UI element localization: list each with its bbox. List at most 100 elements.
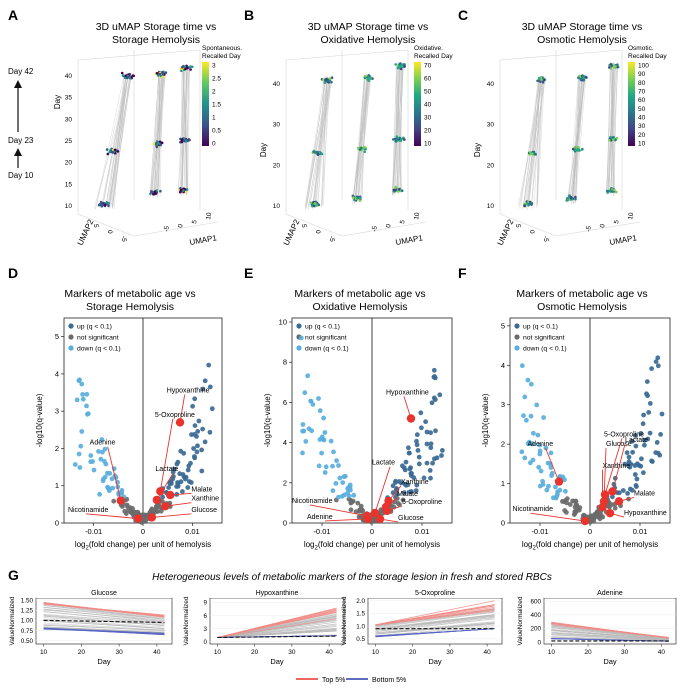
marker-label: Adenine — [528, 441, 554, 448]
bundle-line — [217, 630, 337, 638]
volcano-point — [600, 514, 606, 520]
trajectory-line — [305, 76, 328, 210]
subplot-hypoxanthine: Hypoxanthine 0 3 6 9 10 20 30 40 Day ValueNormaliz… — [183, 587, 345, 666]
volcano-point — [394, 487, 400, 492]
facet-strip — [210, 587, 344, 598]
trajectory-line — [314, 78, 327, 209]
volcano-point — [328, 438, 334, 444]
volcano-point — [407, 466, 413, 472]
volcano-point — [96, 449, 101, 454]
trajectory-line — [527, 77, 539, 207]
box-edge — [77, 49, 201, 61]
trajectory-line — [571, 74, 580, 204]
arrow-head-42 — [14, 80, 22, 88]
facet-title: Glucose — [91, 590, 117, 597]
volcano-point — [322, 470, 328, 475]
colorbar — [202, 62, 209, 146]
volcano-point — [72, 462, 78, 467]
umap-point — [396, 190, 400, 193]
volcano-title-line1: Markers of metabolic age vs — [294, 288, 425, 300]
umap-point — [540, 78, 543, 81]
bundle-line — [43, 614, 165, 624]
umap-legend-title1: Spontaneous. — [202, 45, 242, 52]
umap-point — [179, 188, 183, 192]
umap-point — [403, 63, 406, 66]
bundle-line — [551, 626, 669, 640]
volcano-point — [632, 472, 638, 477]
umap-point — [398, 62, 401, 66]
day-tick: 15 — [65, 181, 73, 188]
y-tick-label: 2.0 — [356, 598, 365, 605]
day-tick: 40 — [273, 81, 281, 88]
umap-legend-title1: Oxidative. — [414, 45, 443, 52]
volcano-point — [640, 421, 646, 427]
marker-point — [165, 490, 175, 500]
volcano-point — [577, 505, 583, 510]
x-axis-label: Day — [97, 657, 111, 666]
volcano-point — [174, 461, 180, 467]
bundle-line — [551, 630, 669, 640]
legend-dot — [514, 334, 520, 340]
umap-point — [396, 136, 400, 140]
volcano-point — [655, 363, 661, 369]
legend-label: up (q < 0.1) — [77, 324, 112, 331]
x-axis-label: Day — [428, 657, 442, 666]
y-tick-label: 5 — [55, 332, 59, 341]
marker-label: Malate — [191, 486, 212, 493]
bundle-line — [43, 620, 165, 629]
umap-point — [611, 190, 614, 193]
marker-point — [605, 508, 615, 518]
umap-point — [111, 151, 114, 154]
volcano-point — [655, 355, 661, 361]
legend-label: down (q < 0.1) — [77, 346, 121, 353]
trajectory-line — [149, 70, 160, 198]
bottom-line — [43, 628, 165, 634]
box-edge — [341, 221, 427, 237]
trajectory-line — [151, 72, 162, 194]
g-legend: Top 5% Bottom 5% — [296, 677, 406, 684]
volcano-point — [79, 381, 85, 387]
volcano-point — [560, 499, 565, 504]
volcano-title-line2: Osmotic Hemolysis — [537, 301, 627, 313]
umap-point — [106, 152, 110, 156]
volcano-point — [337, 475, 343, 481]
volcano-point — [157, 504, 163, 510]
umap-point — [153, 190, 157, 193]
umap2-tick: 5 — [300, 224, 307, 228]
umap-panel-storage: 3D uMAP Storage time vs Storage Hemolysi… — [53, 21, 242, 247]
x-label-subscript: 2 — [533, 546, 537, 552]
umap-point — [186, 66, 189, 70]
umap-point — [580, 148, 584, 151]
volcano-point — [521, 413, 526, 419]
box-edge — [77, 213, 135, 237]
volcano-point — [647, 430, 653, 436]
bundle-line — [551, 634, 669, 641]
trajectory-line — [395, 65, 402, 192]
umap-point — [523, 204, 526, 208]
top-line — [375, 610, 495, 626]
trajectory-line — [571, 76, 585, 200]
umap-point — [320, 152, 324, 156]
trajectory-line — [353, 77, 365, 201]
bundle-line — [375, 625, 495, 636]
umap-point — [152, 142, 156, 146]
trajectory-line — [391, 65, 404, 191]
umap-point — [366, 76, 370, 79]
umap-point — [181, 65, 185, 68]
umap-point — [394, 138, 398, 142]
box-edge — [285, 49, 409, 61]
legend-label: not significant — [523, 335, 565, 342]
marker-label: Glucose — [398, 515, 424, 522]
trajectory-line — [575, 76, 580, 204]
marker-leader — [374, 466, 391, 514]
colorbar-tick: 20 — [424, 128, 432, 135]
volcano-point — [428, 445, 434, 451]
volcano-point — [428, 430, 433, 436]
y-tick-label: 1.5 — [356, 611, 365, 618]
x-label-part: log — [304, 540, 315, 549]
umap-legend-title2: Recalled Day — [202, 53, 241, 60]
trajectory-line — [608, 65, 614, 193]
volcano-point — [642, 442, 647, 448]
